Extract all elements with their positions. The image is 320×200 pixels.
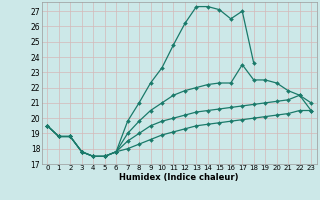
X-axis label: Humidex (Indice chaleur): Humidex (Indice chaleur) [119,173,239,182]
